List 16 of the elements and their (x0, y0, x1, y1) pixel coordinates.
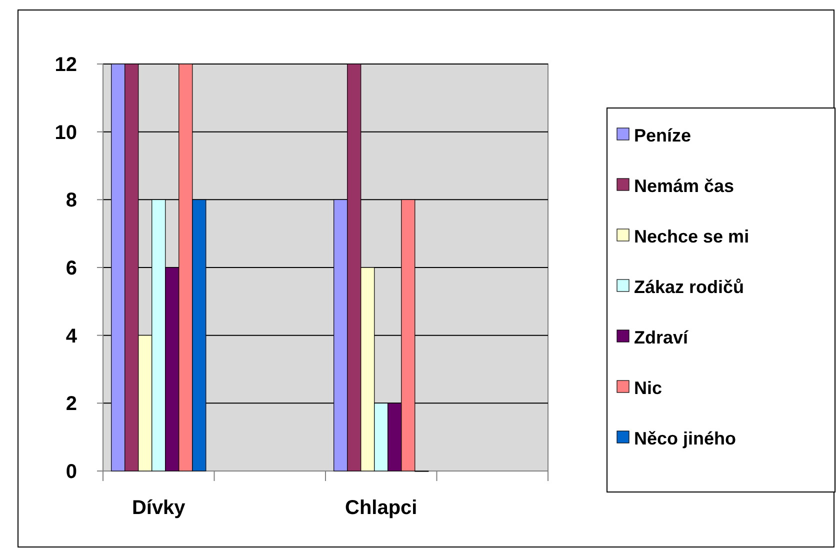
y-tick-label: 6 (66, 258, 77, 280)
y-tick-label: 0 (66, 461, 77, 483)
legend-label: Nemám čas (634, 176, 734, 196)
y-tick-label: 2 (66, 393, 77, 416)
legend-label: Něco jiného (634, 428, 736, 448)
legend-label: Peníze (634, 125, 692, 146)
legend-label: Nechce se mi (634, 226, 750, 246)
x-tick-label: Dívky (132, 497, 186, 519)
x-tick-label: Chlapci (345, 497, 418, 519)
y-tick-label: 12 (54, 54, 77, 76)
legend-label: Zdraví (634, 327, 690, 348)
y-tick-label: 8 (66, 190, 77, 212)
y-tick-label: 4 (66, 325, 78, 348)
legend-label: Nic (634, 378, 662, 398)
legend-label: Zákaz rodičů (634, 276, 744, 297)
y-tick-label: 10 (54, 122, 77, 144)
